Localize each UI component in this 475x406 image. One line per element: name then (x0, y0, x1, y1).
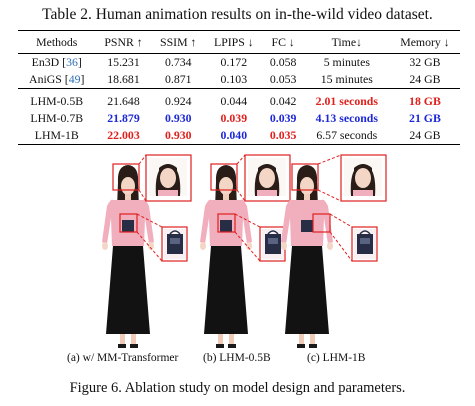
time-cell: 2.01 seconds (315, 94, 378, 108)
time-cell: 5 minutes (323, 55, 370, 69)
table-row: AniGS [49] 18.681 0.871 0.103 0.053 15 m… (18, 71, 460, 89)
fc-cell: 0.053 (269, 72, 297, 86)
fc-cell: 0.042 (269, 94, 297, 108)
panel-a (102, 154, 192, 348)
lpips-cell: 0.044 (220, 94, 248, 108)
psnr-cell: 21.879 (107, 111, 140, 125)
table-header-row: Methods PSNR ↑ SSIM ↑ LPIPS ↓ FC ↓ Time↓… (18, 30, 460, 54)
memory-cell: 18 GB (409, 94, 441, 108)
method-cell: En3D [36] (31, 55, 82, 69)
method-cell: LHM-0.5B (30, 94, 84, 108)
lpips-cell: 0.040 (220, 128, 248, 142)
panel-c (281, 154, 387, 348)
header-psnr: PSNR ↑ (104, 35, 143, 49)
header-methods: Methods (36, 35, 78, 49)
table-row: LHM-0.5B 21.648 0.924 0.044 0.042 2.01 s… (18, 89, 460, 111)
table-row: LHM-1B 22.003 0.930 0.040 0.035 6.57 sec… (18, 127, 460, 145)
memory-cell: 24 GB (409, 72, 441, 86)
time-cell: 4.13 seconds (315, 111, 378, 125)
fc-cell: 0.039 (269, 111, 297, 125)
table-row: En3D [36] 15.231 0.734 0.172 0.058 5 min… (18, 54, 460, 72)
psnr-cell: 21.648 (107, 94, 140, 108)
subcaption-c: (c) LHM-1B (307, 352, 366, 364)
header-time: Time↓ (331, 35, 362, 49)
time-cell: 15 minutes (320, 72, 373, 86)
ssim-cell: 0.924 (164, 94, 192, 108)
subcaption-b: (b) LHM-0.5B (203, 352, 271, 364)
time-cell: 6.57 seconds (316, 128, 378, 142)
fc-cell: 0.058 (269, 55, 297, 69)
method-cell: LHM-1B (34, 128, 79, 142)
panel-b (200, 154, 291, 348)
memory-cell: 32 GB (409, 55, 441, 69)
ssim-cell: 0.871 (164, 72, 192, 86)
table-row: LHM-0.7B 21.879 0.930 0.039 0.039 4.13 s… (18, 110, 460, 127)
psnr-cell: 22.003 (107, 128, 140, 142)
memory-cell: 21 GB (409, 111, 441, 125)
header-memory: Memory ↓ (400, 35, 450, 49)
ssim-cell: 0.930 (164, 128, 192, 142)
psnr-cell: 18.681 (107, 72, 140, 86)
header-ssim: SSIM ↑ (160, 35, 197, 49)
header-fc: FC ↓ (271, 35, 295, 49)
table-caption: Table 2. Human animation results on in-t… (42, 6, 433, 23)
memory-cell: 24 GB (409, 128, 441, 142)
method-cell: LHM-0.7B (30, 111, 84, 125)
lpips-cell: 0.103 (220, 72, 248, 86)
subcaption-a: (a) w/ MM-Transformer (67, 352, 179, 364)
citation-link[interactable]: 49 (68, 72, 81, 86)
ssim-cell: 0.930 (164, 111, 192, 125)
header-lpips: LPIPS ↓ (213, 35, 254, 49)
fc-cell: 0.035 (269, 128, 297, 142)
figure-caption: Figure 6. Ablation study on model design… (69, 380, 406, 396)
psnr-cell: 15.231 (107, 55, 140, 69)
citation-link[interactable]: 36 (66, 55, 78, 69)
results-table: Methods PSNR ↑ SSIM ↑ LPIPS ↓ FC ↓ Time↓… (18, 30, 460, 145)
ablation-figure (102, 154, 387, 348)
ssim-cell: 0.734 (164, 55, 192, 69)
lpips-cell: 0.172 (220, 55, 248, 69)
lpips-cell: 0.039 (220, 111, 248, 125)
method-cell: AniGS [49] (29, 72, 85, 86)
